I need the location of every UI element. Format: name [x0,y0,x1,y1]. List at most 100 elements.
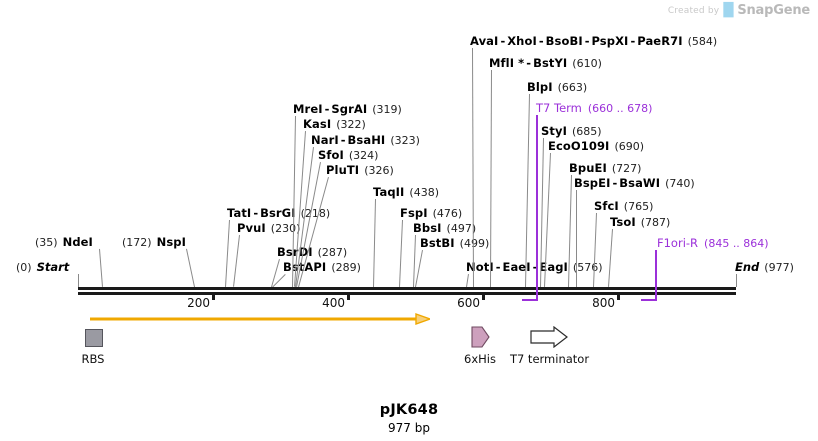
enzyme-label-bpuei[interactable]: BpuEI (727) [569,161,642,176]
enzyme-label-pluti[interactable]: PluTI (326) [326,163,394,178]
enzyme-position: (499) [459,237,490,250]
feature-label-t7term[interactable]: T7 Term (660 .. 678) [536,101,653,116]
enzyme-position: (35) [35,236,58,249]
enzyme-label-avai-xhoi-bsobi-pspxi-paer7i[interactable]: AvaI - XhoI - BsoBI - PspXI - PaeR7I (584) [470,34,718,49]
leader-line [373,199,376,288]
enzyme-position: (324) [348,149,379,162]
enzyme-name[interactable]: BpuEI [569,161,607,175]
enzyme-name[interactable]: XhoI [507,34,537,48]
his-arrow-icon[interactable] [470,326,490,348]
enzyme-label-tati-bsrgi[interactable]: TatI - BsrGI (218) [227,206,330,221]
rbs-feature-label: RBS [81,352,105,366]
enzyme-label-kasi[interactable]: KasI (322) [303,117,366,132]
enzyme-label-nari-bsahi[interactable]: NarI - BsaHI (323) [311,133,420,148]
enzyme-label-sfoi[interactable]: SfoI (324) [318,148,379,163]
enzyme-name[interactable]: SfoI [318,148,344,162]
enzyme-name[interactable]: BsaWI [619,176,661,190]
terminator-arrow-icon[interactable] [530,326,568,348]
enzyme-label-nspi[interactable]: (172) NspI [122,235,186,250]
ruler-tick [482,292,485,300]
enzyme-name[interactable]: NspI [156,235,186,249]
feature-name[interactable]: F1ori-R [657,236,699,250]
enzyme-name[interactable]: FspI [400,206,428,220]
enzyme-label-mrei-sgrai[interactable]: MreI - SgrAI (319) [293,102,402,117]
enzyme-name[interactable]: TsoI [610,215,636,229]
enzyme-label-ecoo109i[interactable]: EcoO109I (690) [548,139,644,154]
enzyme-name-separator: - [526,56,532,70]
end-leader-line [736,274,737,287]
ruler-tick [617,292,620,300]
enzyme-name[interactable]: KasI [303,117,332,131]
enzyme-name[interactable]: TatI [227,206,252,220]
enzyme-label-ndei[interactable]: (35) NdeI [35,235,93,250]
leader-line [576,190,577,287]
enzyme-name[interactable]: NdeI [62,235,93,249]
orf-arrow-icon[interactable] [90,313,430,325]
enzyme-label-sfci[interactable]: SfcI (765) [594,199,653,214]
enzyme-name[interactable]: SgrAI [331,102,368,116]
feature-name[interactable]: T7 Term [536,101,582,115]
enzyme-position: (610) [572,57,602,70]
snapgene-watermark: Created by █ SnapGene [668,3,810,18]
enzyme-position: (326) [364,164,394,177]
enzyme-label-bsrdi[interactable]: BsrDI (287) [277,246,347,260]
leader-line [186,248,195,287]
enzyme-name[interactable]: AvaI [470,34,499,48]
leader-line [472,47,474,287]
enzyme-label-fspi[interactable]: FspI (476) [400,206,462,221]
enzyme-name[interactable]: BlpI [527,80,553,94]
enzyme-label-taqii[interactable]: TaqII (438) [373,185,439,200]
plasmid-name: pJK648 [379,402,439,418]
enzyme-name[interactable]: PaeR7I [637,34,683,48]
ruler-tick [212,292,215,300]
start-label: Start [36,260,70,274]
rbs-box-icon[interactable] [85,329,103,347]
enzyme-label-bbsi[interactable]: BbsI (497) [413,221,476,236]
enzyme-position: (584) [687,35,718,48]
feature-range: (660 .. 678) [587,102,653,115]
enzyme-label-mfli-bstyi[interactable]: MflI * - BstYI (610) [489,56,602,71]
enzyme-label-blpi[interactable]: BlpI (663) [527,80,587,95]
enzyme-name[interactable]: BstBI [420,236,455,250]
enzyme-label-pvui[interactable]: PvuI (230) [237,221,301,236]
enzyme-name[interactable]: BstYI [533,56,568,70]
leader-line [99,248,103,287]
plasmid-length: 977 bp [388,421,430,435]
start-terminal-label[interactable]: (0) Start [16,260,70,275]
enzyme-name[interactable]: BsoBI [545,34,583,48]
enzyme-name[interactable]: EcoO109I [548,139,610,153]
enzyme-position: (230) [270,222,301,235]
enzyme-position: (685) [571,125,602,138]
enzyme-position: (787) [640,216,671,229]
leader-line [415,250,423,288]
enzyme-name[interactable]: MflI * [489,56,525,70]
enzyme-label-bspei-bsawi[interactable]: BspEI - BsaWI (740) [574,176,695,191]
enzyme-label-styi[interactable]: StyI (685) [541,124,602,139]
enzyme-name[interactable]: PluTI [326,163,360,177]
enzyme-position: (727) [611,162,642,175]
enzyme-name[interactable]: PvuI [237,221,266,235]
feature-label-f1ori-r[interactable]: F1ori-R (845 .. 864) [657,236,769,251]
enzyme-name[interactable]: PspXI [591,34,629,48]
enzyme-label-tsoi[interactable]: TsoI (787) [610,215,671,230]
enzyme-label-bstbi[interactable]: BstBI (499) [420,236,490,251]
enzyme-name-separator: - [584,34,590,48]
enzyme-label-noti-eaei-eagi[interactable]: NotI - EaeI - EagI (576) [466,260,603,275]
enzyme-name[interactable]: NarI [311,133,339,147]
enzyme-name[interactable]: BbsI [413,221,442,235]
enzyme-name[interactable]: BspEI [574,176,611,190]
enzyme-name[interactable]: BsrGI [260,206,296,220]
enzyme-name[interactable]: EagI [539,260,568,274]
enzyme-name[interactable]: MreI [293,102,323,116]
enzyme-name[interactable]: EaeI [502,260,531,274]
leader-line [399,220,403,288]
enzyme-name[interactable]: SfcI [594,199,619,213]
enzyme-name[interactable]: TaqII [373,185,405,199]
end-terminal-label[interactable]: End (977) [735,261,794,275]
enzyme-name[interactable]: StyI [541,124,567,138]
enzyme-position: (319) [372,103,402,116]
enzyme-label-bstapi[interactable]: BstAPI (289) [283,260,361,275]
enzyme-name[interactable]: BsaHI [347,133,386,147]
enzyme-name[interactable]: BstAPI [283,260,327,274]
